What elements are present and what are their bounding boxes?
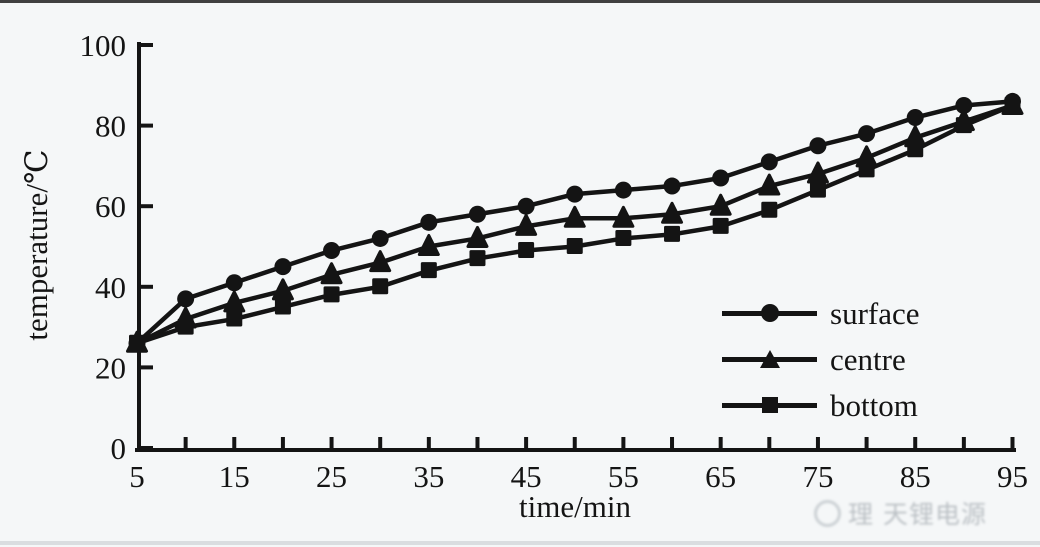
centre-marker xyxy=(563,205,586,228)
y-tick-label: 100 xyxy=(80,28,127,63)
legend-entry-surface: surface xyxy=(722,290,920,336)
surface-marker xyxy=(955,96,973,114)
centre-marker xyxy=(709,193,732,216)
surface-marker xyxy=(274,258,292,276)
bottom-marker xyxy=(518,242,535,259)
x-tick-label: 65 xyxy=(705,459,736,494)
bottom-marker xyxy=(372,278,389,295)
bottom-marker xyxy=(907,141,924,158)
centre-marker xyxy=(612,205,635,228)
y-axis-title: temperature/℃ xyxy=(19,149,54,341)
surface-marker xyxy=(420,213,438,231)
circle-marker-icon xyxy=(760,304,779,322)
surface-marker xyxy=(323,242,341,260)
surface-marker xyxy=(712,169,730,187)
surface-marker xyxy=(760,153,778,171)
bottom-marker xyxy=(761,201,778,218)
centre-marker xyxy=(758,173,781,196)
bottom-marker xyxy=(469,250,486,267)
surface-marker xyxy=(566,185,584,203)
bottom-marker xyxy=(177,318,194,335)
top-edge-bar xyxy=(0,0,1040,3)
legend: surface centre bottom xyxy=(722,290,920,428)
surface-marker xyxy=(663,177,681,195)
triangle-marker-icon xyxy=(759,350,780,368)
bottom-marker xyxy=(129,334,145,351)
bottom-marker xyxy=(226,310,243,327)
legend-label-centre: centre xyxy=(830,341,906,377)
x-tick-label: 35 xyxy=(413,459,444,494)
x-tick-label: 15 xyxy=(219,459,250,494)
surface-marker xyxy=(371,229,389,247)
legend-entry-bottom: bottom xyxy=(722,382,920,428)
centre-marker xyxy=(466,225,489,248)
legend-entry-centre: centre xyxy=(722,336,920,382)
centre-marker xyxy=(320,262,343,285)
circle-logo-icon xyxy=(814,499,841,527)
y-tick-label: 20 xyxy=(95,350,126,385)
bottom-marker xyxy=(712,217,729,234)
legend-label-bottom: bottom xyxy=(830,387,918,423)
legend-label-surface: surface xyxy=(830,295,920,331)
bottom-marker xyxy=(274,298,291,315)
bottom-marker xyxy=(1004,96,1021,113)
centre-marker xyxy=(515,213,538,236)
y-tick-label: 80 xyxy=(95,109,126,144)
bottom-marker xyxy=(420,262,437,279)
x-tick-label: 95 xyxy=(997,459,1028,494)
bottom-marker xyxy=(566,238,583,254)
surface-marker xyxy=(614,181,632,199)
y-tick-label: 0 xyxy=(111,431,127,466)
bottom-marker xyxy=(323,286,340,303)
x-tick-label: 5 xyxy=(129,459,145,494)
bottom-marker xyxy=(955,117,972,134)
surface-marker xyxy=(906,109,924,127)
x-tick-label: 75 xyxy=(802,459,833,494)
legend-swatch xyxy=(722,348,817,370)
x-tick-label: 55 xyxy=(608,459,639,494)
centre-marker xyxy=(369,250,392,273)
surface-marker xyxy=(225,274,243,292)
x-tick-label: 25 xyxy=(316,459,347,494)
legend-swatch xyxy=(722,302,817,324)
bottom-marker xyxy=(664,225,681,242)
x-tick-label: 85 xyxy=(900,459,931,494)
surface-marker xyxy=(858,125,876,143)
bottom-marker xyxy=(615,229,632,246)
surface-marker xyxy=(517,197,535,215)
centre-marker xyxy=(417,234,440,256)
watermark-text: 理 天锂电源 xyxy=(848,500,987,529)
x-tick-label: 45 xyxy=(511,459,542,494)
centre-marker xyxy=(661,201,684,224)
watermark: 理 天锂电源 xyxy=(814,495,987,531)
bottom-edge-bar xyxy=(0,541,1040,545)
surface-marker xyxy=(468,205,486,223)
bottom-marker xyxy=(809,181,826,198)
y-tick-label: 40 xyxy=(95,270,126,305)
y-tick-label: 60 xyxy=(95,189,126,224)
legend-swatch xyxy=(722,394,817,416)
square-marker-icon xyxy=(761,397,778,413)
bottom-marker xyxy=(858,161,875,178)
x-axis-title: time/min xyxy=(519,489,631,524)
surface-marker xyxy=(177,290,195,308)
surface-marker xyxy=(809,137,827,155)
